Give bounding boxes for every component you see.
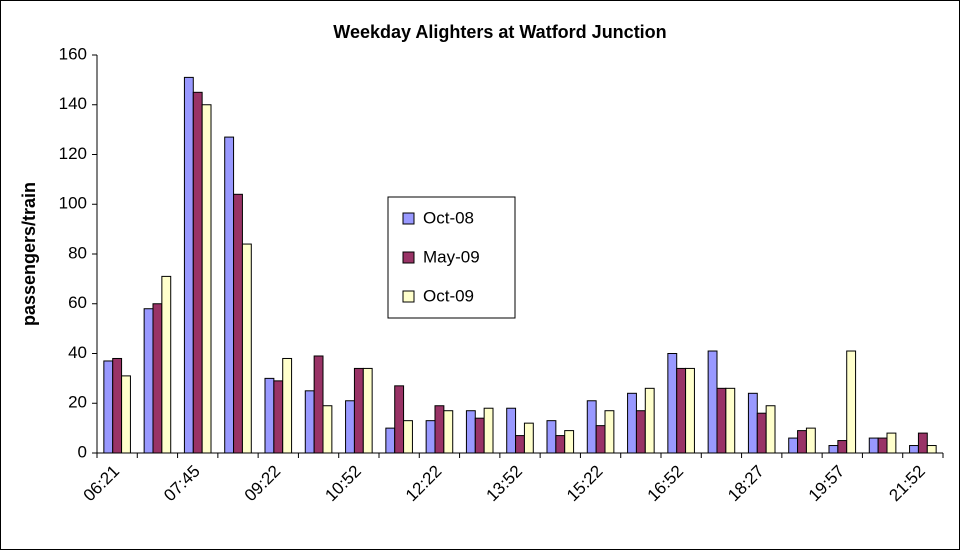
legend-label: Oct-09 [423, 286, 474, 305]
bar [828, 445, 839, 454]
bar [353, 367, 364, 454]
bar [121, 375, 131, 454]
bar [627, 392, 637, 454]
bar [837, 440, 848, 454]
bar [474, 417, 485, 454]
bar [564, 430, 575, 454]
bar [604, 410, 615, 454]
bar [877, 437, 888, 454]
bar [909, 445, 919, 454]
bar [224, 136, 235, 454]
bar [716, 387, 727, 454]
bar [747, 392, 758, 454]
bar [685, 367, 695, 454]
bar [161, 275, 172, 454]
bar [555, 435, 566, 454]
chart-title: Weekday Alighters at Watford Junction [333, 22, 666, 42]
bar [465, 410, 476, 454]
bar [241, 243, 252, 454]
bar [868, 437, 879, 454]
y-tick-label: 40 [68, 343, 87, 362]
bar [635, 410, 646, 454]
bar [345, 400, 355, 454]
bar [917, 432, 928, 454]
bar [394, 385, 405, 454]
bar [192, 91, 203, 454]
y-tick-label: 140 [59, 94, 87, 113]
bar [595, 425, 606, 454]
bar [765, 405, 776, 454]
bar [546, 420, 557, 454]
bar [313, 355, 324, 454]
bar [725, 387, 736, 454]
legend-swatch [402, 251, 415, 264]
bar [112, 357, 123, 454]
bar [797, 430, 807, 454]
bar [362, 367, 373, 454]
bar [523, 422, 534, 454]
bar [183, 76, 194, 454]
y-tick-label: 60 [68, 293, 87, 312]
bar [506, 407, 517, 454]
bar [143, 308, 154, 454]
bar [282, 357, 293, 454]
bar [425, 420, 436, 454]
bar [805, 427, 816, 454]
legend-swatch [402, 290, 415, 303]
bar [515, 435, 525, 454]
bar [403, 420, 413, 454]
bar [788, 437, 799, 454]
bar [233, 193, 243, 454]
bar [103, 360, 114, 454]
bar [322, 405, 333, 454]
y-axis-label: passengers/train [19, 182, 39, 326]
bar [385, 427, 396, 454]
bar [644, 387, 655, 454]
y-tick-label: 100 [59, 194, 87, 213]
bar [273, 380, 284, 454]
legend-label: Oct-08 [423, 208, 474, 227]
y-tick-label: 0 [78, 442, 87, 461]
bar [756, 412, 767, 454]
y-tick-label: 80 [68, 243, 87, 262]
bar [434, 405, 445, 454]
legend-swatch [402, 212, 415, 225]
y-tick-label: 160 [59, 44, 87, 63]
legend-label: May-09 [423, 247, 480, 266]
y-tick-label: 120 [59, 144, 87, 163]
y-tick-label: 20 [68, 393, 87, 412]
bar [926, 445, 937, 454]
bar [443, 410, 454, 454]
bar [152, 303, 163, 454]
bar [304, 390, 315, 454]
bar [707, 350, 718, 454]
bar [846, 350, 857, 454]
bar [586, 400, 597, 454]
bar [483, 407, 494, 454]
bar [676, 367, 687, 454]
bar [667, 353, 678, 454]
bar [201, 104, 212, 454]
bar [264, 377, 275, 454]
bar [886, 432, 897, 454]
